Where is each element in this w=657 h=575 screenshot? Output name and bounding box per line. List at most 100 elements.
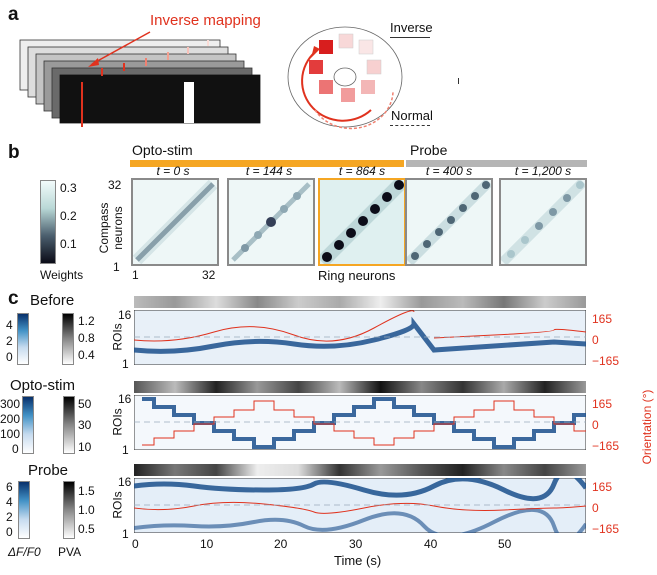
heatmap-t144 [227,178,315,266]
heatmap-title-0: t = 0 s [156,164,190,178]
orient-tick-row1-bot: −165 [592,354,620,368]
roi-bottom-row3: 1 [122,527,129,541]
arrow-head-icon [88,58,99,67]
heatmap-t400-plot [405,178,493,266]
trace-plot-opto [134,395,586,450]
heatmap-t1200-plot [499,178,587,266]
heatmap-t400 [405,178,493,266]
heatmap-title-3: t = 400 s [425,164,473,178]
rois-label-row3: ROIs [110,491,125,519]
roi-top-row2: 16 [118,392,132,406]
orient-tick-row1-top: 165 [592,312,613,326]
row-title-before: Before [30,292,75,309]
y-axis-label: Compass neurons [97,202,125,254]
trace-plot-probe [134,478,586,533]
opto-dff-tick-1: 200 [0,412,21,426]
probe-dff-colorbar [18,481,30,539]
probe-dff-tick-2: 2 [6,510,13,524]
before-pva-tick-0: 1.2 [78,314,95,328]
row-title-probe: Probe [28,462,69,479]
probe-dff-tick-0: 6 [6,480,13,494]
inverse-label: Inverse [390,20,433,35]
pva-strip-before [134,296,586,308]
time-tick-30: 30 [349,537,363,551]
rois-label-row1: ROIs [110,323,125,351]
x-left-label: 1 [132,268,139,282]
weights-colorbar [40,180,56,264]
colorbar-tick-1: 0.2 [60,209,77,223]
panel-b-letter: b [8,142,20,163]
opto-dff-colorbar [22,396,34,454]
opto-pva-colorbar [63,396,75,454]
before-dff-tick-2: 0 [6,350,13,364]
dff-colorbar-label: ΔF/F0 [8,545,41,559]
probe-bar [406,160,587,167]
heatmap-t0 [131,178,219,266]
orientation-axis-label: Orientation (°) [640,389,654,465]
pva-colorbar-label: PVA [58,545,82,559]
pva-strip-probe [134,464,586,476]
heatmap-t1200 [499,178,587,266]
probe-pva-tick-2: 0.5 [78,522,95,536]
roi-top-row3: 16 [118,475,132,489]
time-tick-40: 40 [424,537,438,551]
opto-pva-tick-2: 10 [78,440,92,454]
orient-tick-row2-mid: 0 [592,418,599,432]
inverse-mapping-arrow [91,31,151,65]
heatmap-t864 [317,177,407,267]
inverse-mapping-label: Inverse mapping [150,12,261,29]
row-title-opto-stim: Opto-stim [10,377,76,394]
trace-plot-before [134,310,586,365]
inverse-underline [390,37,430,38]
heatmap-title-1: t = 144 s [245,164,293,178]
before-pva-colorbar [62,313,74,365]
orient-tick-row3-top: 165 [592,480,613,494]
orient-tick-row1-mid: 0 [592,333,599,347]
probe-pva-tick-0: 1.5 [78,484,95,498]
before-pva-tick-2: 0.4 [78,348,95,362]
colorbar-title: Weights [40,268,84,282]
tick-mark [458,78,459,84]
time-tick-50: 50 [498,537,512,551]
panel-c-letter: c [8,288,19,309]
y-top-label: 32 [108,178,122,192]
heatmap-t144-plot [231,182,311,262]
stacked-frames [19,39,261,124]
opto-stim-bar [130,160,404,167]
roi-top-row1: 16 [118,308,132,322]
time-tick-0: 0 [132,537,139,551]
y-bottom-label: 1 [113,260,120,274]
heatmap-title-2: t = 864 s [338,164,386,178]
opto-dff-tick-0: 300 [0,397,21,411]
colorbar-tick-2: 0.1 [60,237,77,251]
pva-strip-opto [134,381,586,393]
normal-label: Normal [391,108,433,123]
roi-bottom-row2: 1 [122,443,129,457]
heatmap-title-4: t = 1,200 s [514,164,572,178]
orient-tick-row2-top: 165 [592,397,613,411]
heatmap-t0-plot [132,179,218,265]
ring-diagram [287,26,403,130]
before-pva-tick-1: 0.8 [78,331,95,345]
before-dff-tick-0: 4 [6,318,13,332]
probe-dff-tick-3: 0 [6,525,13,539]
normal-underline [390,125,430,126]
opto-pva-tick-0: 50 [78,397,92,411]
opto-dff-tick-3: 0 [12,442,19,456]
time-axis-label: Time (s) [334,553,382,568]
heatmap-t864-plot [317,177,407,267]
opto-dff-tick-2: 100 [0,427,21,441]
opto-pva-tick-1: 30 [78,418,92,432]
panel-a-stack-diagram [19,31,261,127]
probe-label: Probe [410,142,448,158]
before-dff-tick-1: 2 [6,334,13,348]
before-dff-colorbar [17,313,29,365]
x-right-label: 32 [202,268,216,282]
stair-markers [101,40,209,76]
probe-pva-colorbar [63,481,75,539]
x-axis-label: Ring neurons [318,268,396,283]
opto-stim-label: Opto-stim [132,142,193,158]
probe-pva-tick-1: 1.0 [78,503,95,517]
colorbar-tick-0: 0.3 [60,181,77,195]
orient-tick-row3-mid: 0 [592,501,599,515]
